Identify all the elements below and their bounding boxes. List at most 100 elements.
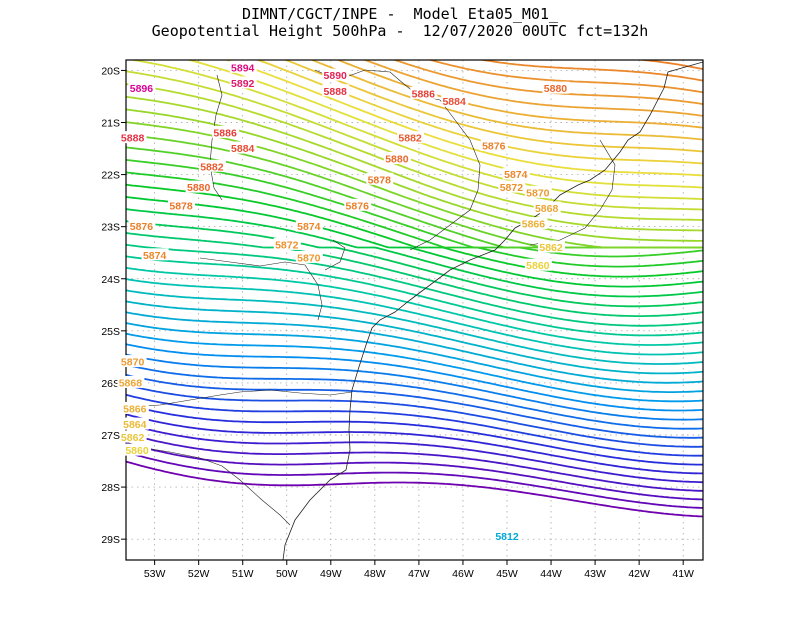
title-line-1: DIMNT/CGCT/INPE - Model Eta05_M01_ <box>241 5 559 23</box>
contour-label-bg <box>542 81 570 94</box>
contour-label: 5876 <box>346 200 370 212</box>
contour-label: 5880 <box>544 83 568 95</box>
contour-5822 <box>126 255 703 337</box>
contour-lines <box>126 0 710 518</box>
lon-label: 45W <box>496 568 518 580</box>
contour-label: 5878 <box>169 200 193 212</box>
contour-label-bg <box>366 172 394 185</box>
contour-label: 5862 <box>539 242 563 254</box>
contour-label-bg <box>441 94 469 107</box>
contour-5858 <box>224 60 703 177</box>
title-line-2: Geopotential Height 500hPa - 12/07/2020 … <box>151 22 649 40</box>
lat-label: 26S <box>101 378 120 390</box>
lat-label: 27S <box>101 430 120 442</box>
plot-frame <box>125 59 704 561</box>
contour-5872 <box>427 60 703 94</box>
contour-label-bg <box>538 240 566 253</box>
contour-5790 <box>126 423 703 484</box>
contour-label-bg <box>322 84 350 97</box>
contour-5888 <box>672 0 709 2</box>
lat-label: 21S <box>101 118 120 130</box>
contour-5816 <box>126 289 703 365</box>
lat-label: 23S <box>101 222 120 234</box>
contour-label-bg <box>212 125 240 138</box>
lon-label: 41W <box>672 568 694 580</box>
contour-label: 5876 <box>130 221 154 233</box>
lon-label: 44W <box>540 568 562 580</box>
contour-5828 <box>126 220 703 308</box>
contour-label-bg <box>397 131 425 144</box>
lon-label: 48W <box>364 568 386 580</box>
contour-label-bg <box>119 131 147 144</box>
contour-label: 5896 <box>130 83 154 95</box>
latitude-axis-labels: 20S 21S 22S 23S 24S 25S 26S 27S 28S 29S <box>101 65 120 546</box>
contour-label: 5886 <box>412 88 436 100</box>
contour-label-bg <box>383 151 411 164</box>
contour-label: 5874 <box>143 250 167 262</box>
contour-label-bg <box>322 68 350 81</box>
contour-label-bg <box>121 401 149 414</box>
contour-label-bg <box>229 76 257 89</box>
contour-label: 5890 <box>324 70 348 82</box>
lon-label: 52W <box>188 568 210 580</box>
contour-label-bg <box>502 167 530 180</box>
contour-label-bg <box>121 417 149 430</box>
map-title: DIMNT/CGCT/INPE - Model Eta05_M01_ Geopo… <box>0 6 800 40</box>
contour-label: 5860 <box>526 260 550 272</box>
contour-label-bg <box>117 375 145 388</box>
contour-label-bg <box>198 159 226 172</box>
contour-label-bg <box>344 198 372 211</box>
contour-5852 <box>126 70 703 211</box>
contour-label: 5870 <box>526 187 550 199</box>
contour-label-bg <box>229 60 257 73</box>
contour-label: 5870 <box>297 252 321 264</box>
contour-5818 <box>126 278 703 356</box>
contour-labels: 5896 5894 5892 5890 5888 5886 5884 5888 5886 5884… <box>117 60 570 543</box>
contour-5874 <box>478 60 703 82</box>
contour-5848 <box>126 95 703 232</box>
contour-label: 5866 <box>522 219 546 231</box>
contour-label: 5860 <box>125 445 149 457</box>
lat-label: 20S <box>101 65 120 77</box>
contour-5786 <box>126 442 703 501</box>
contour-5846 <box>126 108 703 242</box>
lat-label: 28S <box>101 482 120 494</box>
contour-5796 <box>126 393 703 457</box>
contour-5884 <box>453 0 709 25</box>
contour-5812 <box>126 311 703 384</box>
contour-5882 <box>397 0 709 36</box>
contour-label-bg <box>119 430 147 443</box>
lon-label: 51W <box>232 568 254 580</box>
contour-label-bg <box>124 443 152 456</box>
lat-label: 29S <box>101 534 120 546</box>
lat-label: 24S <box>101 274 120 286</box>
contour-label-bg <box>533 201 561 214</box>
contour-5792 <box>126 413 703 475</box>
contour-5830 <box>126 208 703 298</box>
contour-label: 5886 <box>213 127 237 139</box>
lon-label: 43W <box>584 568 606 580</box>
contour-label-bg <box>229 141 257 154</box>
contour-label: 5882 <box>398 133 422 145</box>
contour-label: 5876 <box>482 140 506 152</box>
longitude-axis-labels: 53W 52W 51W 50W 49W 48W 47W 46W 45W 44W 43W 42W 41W <box>144 568 694 580</box>
contour-5886 <box>606 0 709 14</box>
contour-5826 <box>126 232 703 317</box>
contour-label: 5866 <box>123 403 147 415</box>
contour-label: 5878 <box>368 174 392 186</box>
contour-label: 5870 <box>121 357 145 369</box>
contour-5810 <box>126 322 703 393</box>
contour-5878 <box>329 0 710 59</box>
contour-5850 <box>126 83 703 221</box>
lon-label: 53W <box>144 568 166 580</box>
contour-5808 <box>126 332 703 403</box>
contour-label: 5880 <box>187 182 211 194</box>
contour-5824 <box>126 243 703 327</box>
contour-5834 <box>126 183 703 278</box>
contour-5814 <box>126 300 703 375</box>
lon-label: 42W <box>628 568 650 580</box>
contour-label-bg <box>410 86 438 99</box>
contour-label: 5872 <box>275 239 299 251</box>
contour-label-bg <box>295 219 323 232</box>
contour-label: 5880 <box>385 153 409 165</box>
